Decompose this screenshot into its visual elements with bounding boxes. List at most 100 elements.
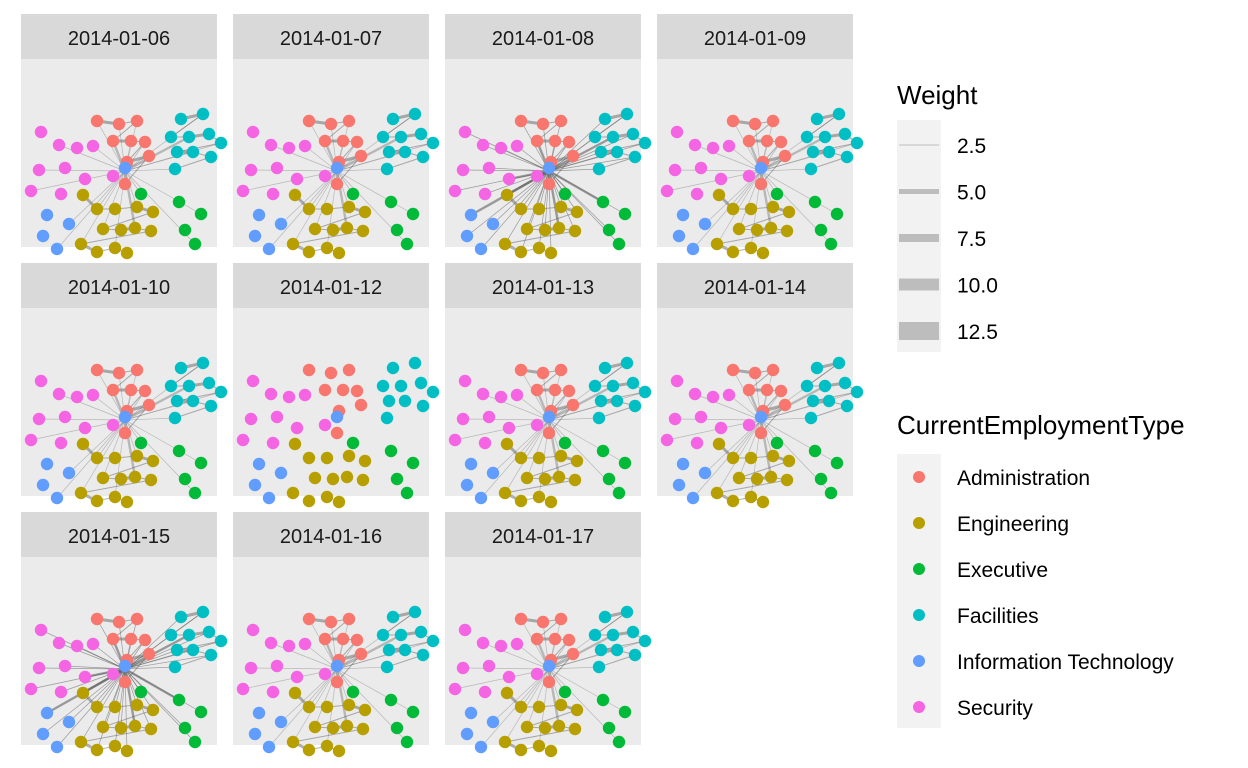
node-facilities bbox=[806, 145, 820, 159]
node-facilities bbox=[414, 625, 428, 639]
node-executive bbox=[602, 721, 616, 735]
node-executive bbox=[194, 705, 208, 719]
node-security bbox=[482, 410, 496, 424]
node-engineering bbox=[326, 472, 340, 486]
node-security bbox=[52, 636, 66, 650]
node-security bbox=[448, 184, 462, 198]
network-edge bbox=[760, 391, 858, 421]
network-edge bbox=[716, 230, 788, 245]
node-engineering bbox=[358, 703, 372, 717]
network-edge bbox=[538, 170, 550, 210]
type-key-dot bbox=[913, 517, 925, 529]
network-edge bbox=[760, 113, 840, 172]
node-engineering bbox=[766, 449, 780, 463]
node-administration bbox=[542, 426, 556, 440]
network-edge bbox=[174, 405, 212, 419]
facet-plot-area bbox=[657, 308, 853, 496]
node-engineering bbox=[332, 246, 346, 260]
node-engineering bbox=[302, 202, 316, 216]
node-engineering bbox=[358, 454, 372, 468]
node-facilities bbox=[638, 136, 652, 150]
node-security bbox=[244, 163, 258, 177]
node-security bbox=[270, 410, 284, 424]
network-edge bbox=[58, 393, 126, 421]
weight-key-label: 12.5 bbox=[957, 321, 998, 344]
node-security bbox=[106, 418, 120, 432]
network-edge bbox=[548, 391, 646, 421]
node-executive bbox=[384, 444, 398, 458]
node-security bbox=[670, 125, 684, 139]
network-edge bbox=[388, 142, 434, 153]
node-security bbox=[58, 410, 72, 424]
network-edge bbox=[386, 156, 424, 170]
node-facilities bbox=[426, 634, 440, 648]
node-engineering bbox=[114, 223, 128, 237]
facet-plot-area bbox=[233, 59, 429, 247]
node-engineering bbox=[514, 494, 528, 508]
node-engineering bbox=[326, 721, 340, 735]
facet-strip-label: 2014-01-10 bbox=[68, 277, 170, 299]
node-security bbox=[24, 184, 38, 198]
node-security bbox=[660, 184, 674, 198]
network-edge bbox=[336, 668, 414, 713]
node-information-technology bbox=[754, 410, 768, 424]
node-engineering bbox=[288, 437, 302, 451]
node-security bbox=[236, 433, 250, 447]
network-nodes bbox=[448, 356, 652, 509]
node-facilities bbox=[594, 145, 608, 159]
node-executive bbox=[188, 735, 202, 749]
node-engineering bbox=[320, 739, 334, 753]
node-security bbox=[78, 172, 92, 186]
node-security bbox=[298, 637, 312, 651]
network-edge bbox=[124, 135, 190, 173]
node-executive bbox=[602, 472, 616, 486]
node-facilities bbox=[168, 411, 182, 425]
node-engineering bbox=[766, 200, 780, 214]
node-information-technology bbox=[672, 478, 686, 492]
node-administration bbox=[536, 615, 550, 629]
network-edge bbox=[176, 142, 222, 153]
node-security bbox=[290, 172, 304, 186]
node-security bbox=[266, 187, 280, 201]
node-security bbox=[290, 421, 304, 435]
network-edge bbox=[102, 709, 154, 728]
node-engineering bbox=[554, 449, 568, 463]
node-engineering bbox=[498, 237, 512, 251]
node-administration bbox=[112, 117, 126, 131]
node-engineering bbox=[90, 202, 104, 216]
node-information-technology bbox=[36, 478, 50, 492]
node-security bbox=[502, 172, 516, 186]
node-security bbox=[530, 418, 544, 432]
node-security bbox=[236, 184, 250, 198]
node-facilities bbox=[380, 162, 394, 176]
node-executive bbox=[172, 693, 186, 707]
node-security bbox=[86, 139, 100, 153]
node-facilities bbox=[170, 643, 184, 657]
node-facilities bbox=[164, 628, 178, 642]
node-administration bbox=[354, 647, 368, 661]
node-engineering bbox=[108, 451, 122, 465]
network-edge bbox=[102, 460, 154, 479]
node-administration bbox=[130, 612, 144, 626]
node-facilities bbox=[186, 643, 200, 657]
facet-plot-area bbox=[21, 308, 217, 496]
facet-panels: 2014-01-06 2014-01-07 2014-01-08 2014-01-09… bbox=[21, 14, 864, 758]
network-edge bbox=[102, 211, 154, 230]
node-executive bbox=[384, 195, 398, 209]
node-administration bbox=[562, 135, 576, 149]
node-engineering bbox=[90, 245, 104, 259]
node-executive bbox=[178, 223, 192, 237]
node-security bbox=[742, 169, 756, 183]
node-engineering bbox=[120, 744, 134, 758]
node-security bbox=[478, 436, 492, 450]
node-executive bbox=[814, 223, 828, 237]
node-executive bbox=[558, 187, 572, 201]
node-information-technology bbox=[118, 161, 132, 175]
node-executive bbox=[134, 685, 148, 699]
node-administration bbox=[554, 114, 568, 128]
facet-panel-2014-01-07: 2014-01-07 bbox=[233, 14, 440, 260]
node-engineering bbox=[756, 495, 770, 509]
node-administration bbox=[130, 114, 144, 128]
node-administration bbox=[566, 647, 580, 661]
node-information-technology bbox=[464, 208, 478, 222]
